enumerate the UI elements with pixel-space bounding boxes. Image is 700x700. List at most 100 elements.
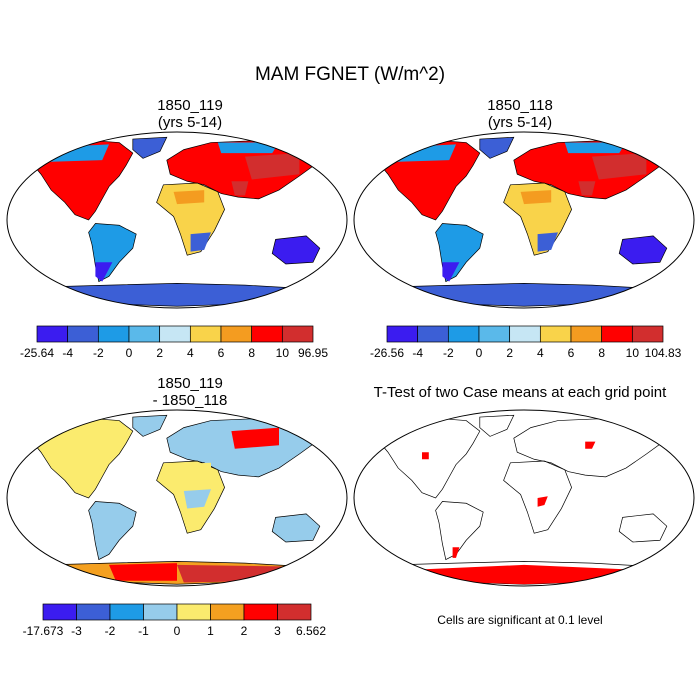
figure-title: MAM FGNET (W/m^2)	[254, 64, 446, 85]
colorbar-swatch	[570, 325, 603, 343]
greenland-land	[132, 136, 168, 159]
map-top-left	[6, 131, 348, 309]
colorbar-tick-label: 0	[476, 346, 483, 360]
colorbar-tick-label: 6	[568, 346, 575, 360]
sig-antarctica	[405, 564, 647, 585]
sahara-warm	[173, 190, 205, 205]
colorbar-swatch	[67, 325, 99, 343]
sig-samerica	[452, 547, 460, 558]
namerica-land	[377, 418, 481, 499]
colorbar-tick-label: 4	[187, 346, 194, 360]
colorbar-swatch	[509, 325, 541, 343]
colorbar-tick-label: 1	[207, 624, 214, 638]
canada-cool	[41, 144, 109, 162]
colorbar-tick-label: 3	[274, 624, 281, 638]
colorbar-tick-label: 2	[156, 346, 163, 360]
colorbar-tick-label: 6.562	[296, 624, 326, 638]
panel-title-bottom-left: 1850_119 - 1850_118	[25, 375, 355, 409]
colorbar-tick-label: 0	[174, 624, 181, 638]
colorbar-tick-label: -4	[62, 346, 73, 360]
colorbar-tick-label: -2	[105, 624, 116, 638]
colorbar-tick-label: -26.56	[370, 346, 404, 360]
siberia-cool	[217, 142, 279, 154]
ocean	[354, 410, 694, 586]
significance-note: Cells are significant at 0.1 level	[437, 613, 603, 627]
colorbar-tick-label: 0	[126, 346, 133, 360]
colorbar-tick-label: 2	[506, 346, 513, 360]
colorbar-tick-label: 96.95	[298, 346, 328, 360]
colorbar-tick-label: 8	[248, 346, 255, 360]
colorbar-swatch	[97, 325, 130, 343]
colorbar-swatch	[447, 325, 480, 343]
colorbar-swatch	[601, 325, 633, 343]
asia-positive	[231, 427, 279, 449]
sahara-positive	[166, 462, 211, 484]
panel-title-line-1: 1850_119	[157, 375, 223, 392]
greenland-land	[479, 414, 515, 437]
colorbar-tick-label: 104.83	[645, 346, 682, 360]
colorbar-swatch	[189, 325, 222, 343]
colorbar-tick-label: 10	[276, 346, 290, 360]
panel-title-line-1: T-Test of two Case means at each grid po…	[373, 384, 667, 401]
colorbar-swatch	[159, 325, 191, 343]
colorbar-tick-label: 6	[218, 346, 225, 360]
colorbar-tick-label: 4	[537, 346, 544, 360]
map-border	[6, 131, 348, 309]
africa-land	[503, 460, 572, 534]
colorbar-swatch	[417, 325, 449, 343]
namerica-land	[30, 418, 134, 499]
panel-title-line-2: - 1850_118	[152, 392, 228, 409]
map-border	[353, 409, 695, 587]
colorbar-tick-label: -2	[93, 346, 104, 360]
patagonia-cool	[442, 262, 460, 282]
panel-title-line-2: (yrs 5-14)	[157, 114, 223, 131]
panel-title-top-left: 1850_119 (yrs 5-14)	[25, 97, 355, 131]
australia-land	[618, 235, 668, 265]
siberia-cool	[564, 142, 626, 154]
colorbar-tick-label: -17.673	[23, 624, 64, 638]
panel-title-line-1: 1850_118	[487, 97, 553, 114]
colorbar-swatch	[143, 603, 178, 621]
sig-namerica	[422, 452, 429, 460]
colorbar-swatch	[109, 603, 144, 621]
colorbar-tick-label: -3	[71, 624, 82, 638]
panel-title-line-2: (yrs 5-14)	[487, 114, 553, 131]
colorbar-swatch	[281, 325, 314, 343]
sahara-warm	[520, 190, 552, 205]
colorbar-swatch	[631, 325, 664, 343]
panel-title-top-right: 1850_118 (yrs 5-14)	[355, 97, 685, 131]
south-africa-cool	[190, 232, 211, 252]
africa-negative	[183, 489, 211, 509]
colorbar-swatch	[128, 325, 161, 343]
panel-title-bottom-right: T-Test of two Case means at each grid po…	[355, 384, 685, 401]
sig-africa	[537, 496, 548, 507]
colorbar-top-right: -26.56 -4 -2 0 2 4 6 8 10 104.83	[370, 325, 682, 360]
colorbar-tick-label: -4	[412, 346, 423, 360]
canada-cool	[388, 144, 456, 162]
colorbar-bottom-left: -17.673 -3 -2 -1 0 1 2 3 6.562	[23, 603, 326, 638]
greenland-land	[479, 136, 515, 159]
colorbar-top-left: -25.64 -4 -2 0 2 4 6 8 10 96.95	[20, 325, 328, 360]
map-top-right	[353, 131, 695, 309]
antarctica-mid	[109, 563, 177, 581]
colorbar-swatch	[478, 325, 511, 343]
colorbar-tick-label: 8	[598, 346, 605, 360]
colorbar-tick-label: -1	[138, 624, 149, 638]
colorbar-swatch	[42, 603, 77, 621]
eurasia-hot-core	[592, 153, 647, 180]
map-border	[6, 409, 348, 587]
india-hot	[578, 181, 596, 196]
colorbar-swatch	[76, 603, 111, 621]
map-bottom-left	[6, 409, 348, 587]
map-bottom-right	[353, 409, 695, 587]
eurasia-hot-core	[245, 153, 300, 180]
colorbar-tick-label: 2	[241, 624, 248, 638]
greenland-land	[132, 414, 168, 437]
colorbar-swatch	[210, 603, 245, 621]
colorbar-swatch	[220, 325, 253, 343]
panel-title-line-1: 1850_119	[157, 97, 223, 114]
sig-asia	[585, 441, 596, 449]
colorbar-swatch	[176, 603, 211, 621]
colorbar-swatch	[251, 325, 283, 343]
south-africa-cool	[537, 232, 558, 252]
